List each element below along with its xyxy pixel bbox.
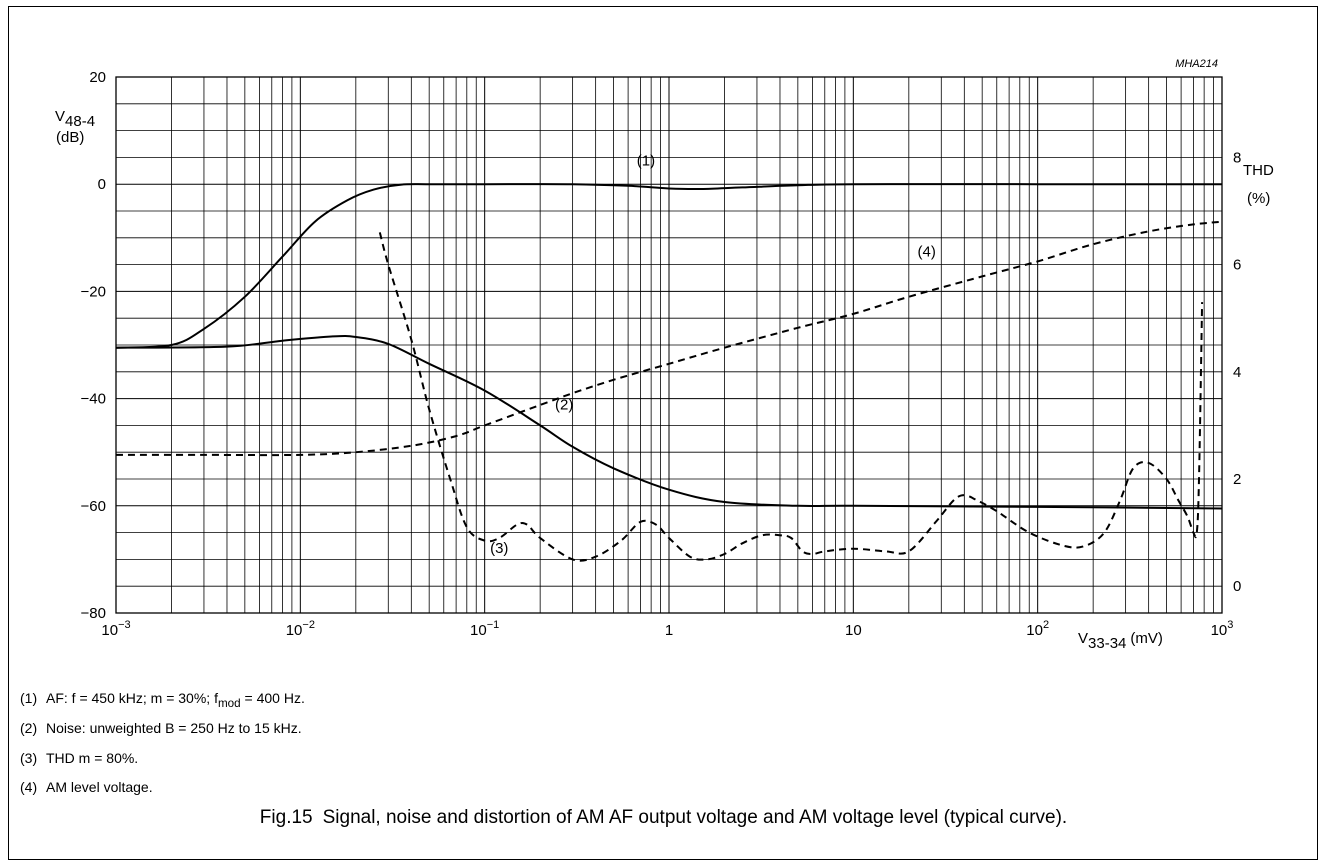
grid [115, 76, 1222, 614]
note-4: (4) AM level voltage. [20, 779, 153, 796]
note-1: (1) AF: f = 450 kHz; m = 30%; fmod = 400 … [20, 690, 305, 710]
series-line-4 [116, 220, 1223, 457]
series-label-4: (4) [918, 244, 936, 261]
series-line-2 [115, 334, 1223, 510]
series-line-3 [378, 232, 1204, 562]
y-right-tick-label: 8 [1233, 149, 1241, 166]
notes-list: (1) AF: f = 450 kHz; m = 30%; fmod = 400 … [20, 686, 305, 805]
series-line-1 [115, 183, 1222, 349]
plot-border [115, 76, 1223, 614]
x-tick-label: 1 [665, 622, 673, 639]
figure-frame [8, 6, 1318, 860]
y-left-tick-label: −20 [81, 283, 106, 300]
series-label-2: (2) [555, 396, 573, 413]
x-tick-label: 102 [1026, 619, 1049, 639]
y-right-axis-unit: (%) [1247, 190, 1270, 207]
x-tick-label: 10−1 [470, 619, 499, 639]
y-right-tick-label: 4 [1233, 364, 1241, 381]
y-left-axis-unit: (dB) [56, 129, 84, 146]
figure-code: MHA214 [1175, 58, 1218, 70]
note-3: (3) THD m = 80%. [20, 749, 139, 766]
note-2: (2) Noise: unweighted B = 250 Hz to 15 kH… [20, 719, 302, 736]
x-tick-label: 10 [845, 622, 862, 639]
y-left-tick-label: −60 [81, 498, 106, 515]
y-right-axis-label: THD [1243, 162, 1274, 179]
y-left-tick-label: 20 [89, 69, 106, 86]
x-tick-label: 10−2 [286, 619, 315, 639]
y-left-tick-label: 0 [98, 176, 106, 193]
x-tick-label: 10−3 [101, 619, 130, 639]
y-left-axis-label: V48-4 [55, 108, 95, 130]
x-axis-label: V33-34 (mV) [1078, 630, 1163, 652]
y-left-tick-label: −80 [81, 605, 106, 622]
x-tick-label: 103 [1211, 619, 1234, 639]
figure-caption: Fig.15 Signal, noise and distortion of AM… [259, 807, 1068, 828]
y-right-tick-label: 0 [1233, 578, 1241, 595]
series-label-3: (3) [490, 540, 508, 557]
series-label-1: (1) [637, 152, 655, 169]
y-right-tick-label: 6 [1233, 257, 1241, 274]
y-left-tick-label: −40 [81, 391, 106, 408]
y-right-tick-label: 2 [1233, 471, 1241, 488]
